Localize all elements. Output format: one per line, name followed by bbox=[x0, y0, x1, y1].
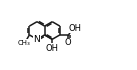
Text: N: N bbox=[34, 35, 40, 44]
Text: OH: OH bbox=[68, 24, 81, 33]
Text: CH₃: CH₃ bbox=[18, 40, 30, 46]
Text: OH: OH bbox=[46, 44, 59, 53]
Text: O: O bbox=[64, 38, 71, 47]
